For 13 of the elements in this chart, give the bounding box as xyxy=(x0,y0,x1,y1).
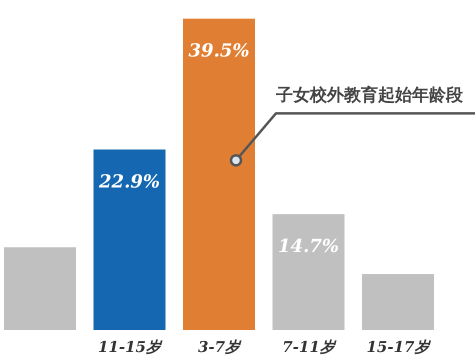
x-tick-label: 7-11岁 xyxy=(282,338,337,356)
bar xyxy=(94,150,166,330)
data-label: 39.5% xyxy=(188,40,250,62)
bar xyxy=(272,214,344,330)
x-tick-label: 15-17岁 xyxy=(366,338,432,356)
annotation: 子女校外教育起始年龄段 xyxy=(275,84,464,106)
data-label: 22.9% xyxy=(98,172,160,193)
data-label: 14.7% xyxy=(278,236,339,258)
bar xyxy=(362,274,434,330)
bar xyxy=(4,247,76,330)
x-tick-label: 11-15岁 xyxy=(98,338,163,356)
bar xyxy=(183,18,255,330)
x-tick-label: 3-7岁 xyxy=(198,338,242,356)
